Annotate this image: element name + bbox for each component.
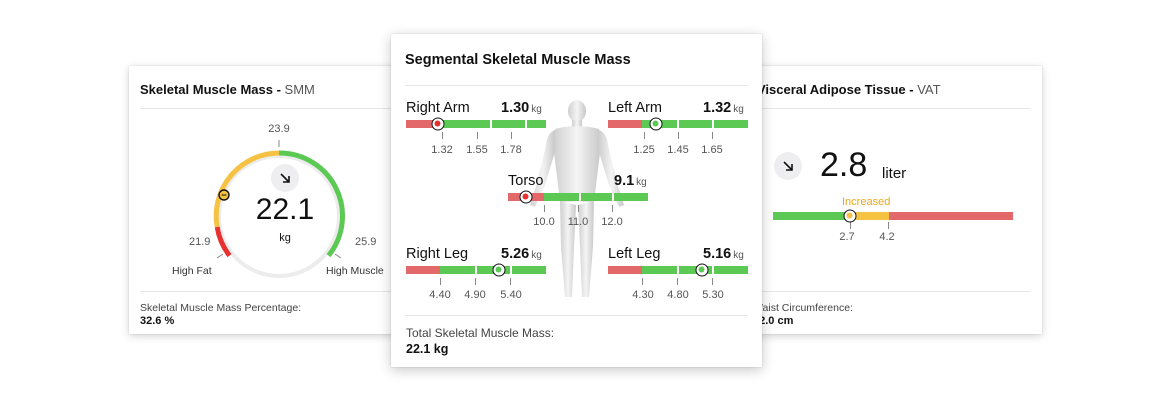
arrow-down-right-icon [783, 161, 793, 171]
label-high-fat: High Fat [172, 265, 212, 277]
right-arm-tick: 1.55 [466, 144, 488, 156]
right-leg-tick: 4.90 [464, 289, 486, 301]
segmental-title: Segmental Skeletal Muscle Mass [405, 52, 631, 68]
smm-card: Skeletal Muscle Mass - SMM 23.9 21.9 25.… [129, 66, 399, 334]
vat-unit: liter [882, 165, 907, 182]
right-leg-ticks [406, 278, 546, 286]
arrow-down-right-icon [280, 173, 290, 183]
vat-waist-value: 82.0 cm [753, 315, 794, 327]
left-leg-value: 5.16 kg [703, 246, 744, 262]
left-arm-ticks [608, 132, 748, 140]
right-leg-tick: 5.40 [500, 289, 522, 301]
vat-trend-indicator [774, 152, 802, 180]
left-arm-label: Left Arm [608, 100, 662, 116]
left-arm-range-bar [608, 120, 748, 128]
right-arm-marker [431, 117, 445, 131]
vat-waist-label: Waist Circumference: [753, 302, 853, 314]
right-leg-tick: 4.40 [429, 289, 451, 301]
smm-top-tick: 23.9 [268, 123, 290, 135]
vat-tick: 4.2 [879, 231, 895, 243]
smm-trend-indicator [271, 164, 299, 192]
left-leg-label: Left Leg [608, 246, 661, 262]
label-high-muscle: High Muscle [326, 265, 384, 277]
divider [405, 315, 748, 316]
torso-value: 9.1 kg [614, 173, 647, 189]
torso-tick: 11.0 [567, 216, 589, 228]
total-muscle-value: 22.1 kg [406, 342, 449, 356]
torso-label: Torso [508, 173, 544, 189]
right-leg-range-bar [406, 266, 546, 274]
vat-value: 2.8 [820, 146, 868, 184]
right-leg-value: 5.26 kg [501, 246, 542, 262]
smm-right-tick: 25.9 [355, 236, 377, 248]
vat-marker [843, 209, 857, 223]
divider [140, 291, 399, 292]
divider [140, 108, 399, 109]
right-arm-label: Right Arm [406, 100, 470, 116]
left-leg-tick: 5.30 [702, 289, 724, 301]
right-leg-label: Right Leg [406, 246, 469, 262]
left-arm-value: 1.32 kg [703, 100, 744, 116]
body-figure-icon [530, 100, 624, 297]
divider [750, 291, 1030, 292]
right-arm-range-bar [406, 120, 546, 128]
left-arm-marker [649, 117, 663, 131]
right-leg-marker [492, 263, 506, 277]
left-leg-tick: 4.80 [667, 289, 689, 301]
left-leg-ticks [608, 278, 748, 286]
left-leg-range-bar [608, 266, 748, 274]
torso-tick: 10.0 [533, 216, 555, 228]
vat-status: Increased [842, 196, 891, 208]
vat-ticks [773, 222, 1013, 230]
vat-range-bar [773, 212, 1013, 220]
torso-tick: 12.0 [601, 216, 623, 228]
smm-unit: kg [279, 232, 291, 244]
right-arm-tick: 1.32 [431, 144, 453, 156]
vat-tick: 2.7 [839, 231, 855, 243]
smm-percentage-label: Skeletal Muscle Mass Percentage: [140, 302, 302, 314]
torso-marker [519, 190, 533, 204]
segmental-card: Segmental Skeletal Muscle Mass Right Arm… [391, 34, 762, 367]
smm-value: 22.1 [255, 193, 315, 226]
right-arm-ticks [406, 132, 546, 140]
left-leg-tick: 4.30 [632, 289, 654, 301]
divider [405, 85, 748, 86]
vat-card: Visceral Adipose Tissue - VAT 2.8 liter … [750, 66, 1042, 334]
smm-title: Skeletal Muscle Mass - SMM [140, 82, 315, 97]
vat-title: Visceral Adipose Tissue - VAT [757, 82, 941, 97]
torso-ticks [508, 205, 648, 213]
smm-percentage-value: 32.6 % [140, 315, 175, 327]
smm-gauge [213, 140, 345, 278]
left-leg-marker [695, 263, 709, 277]
right-arm-value: 1.30 kg [501, 100, 542, 116]
total-muscle-label: Total Skeletal Muscle Mass: [406, 326, 555, 340]
smm-left-tick: 21.9 [189, 236, 211, 248]
left-arm-tick: 1.45 [667, 144, 689, 156]
divider [750, 108, 1030, 109]
left-arm-tick: 1.25 [633, 144, 655, 156]
left-arm-tick: 1.65 [701, 144, 723, 156]
right-arm-tick: 1.78 [500, 144, 522, 156]
